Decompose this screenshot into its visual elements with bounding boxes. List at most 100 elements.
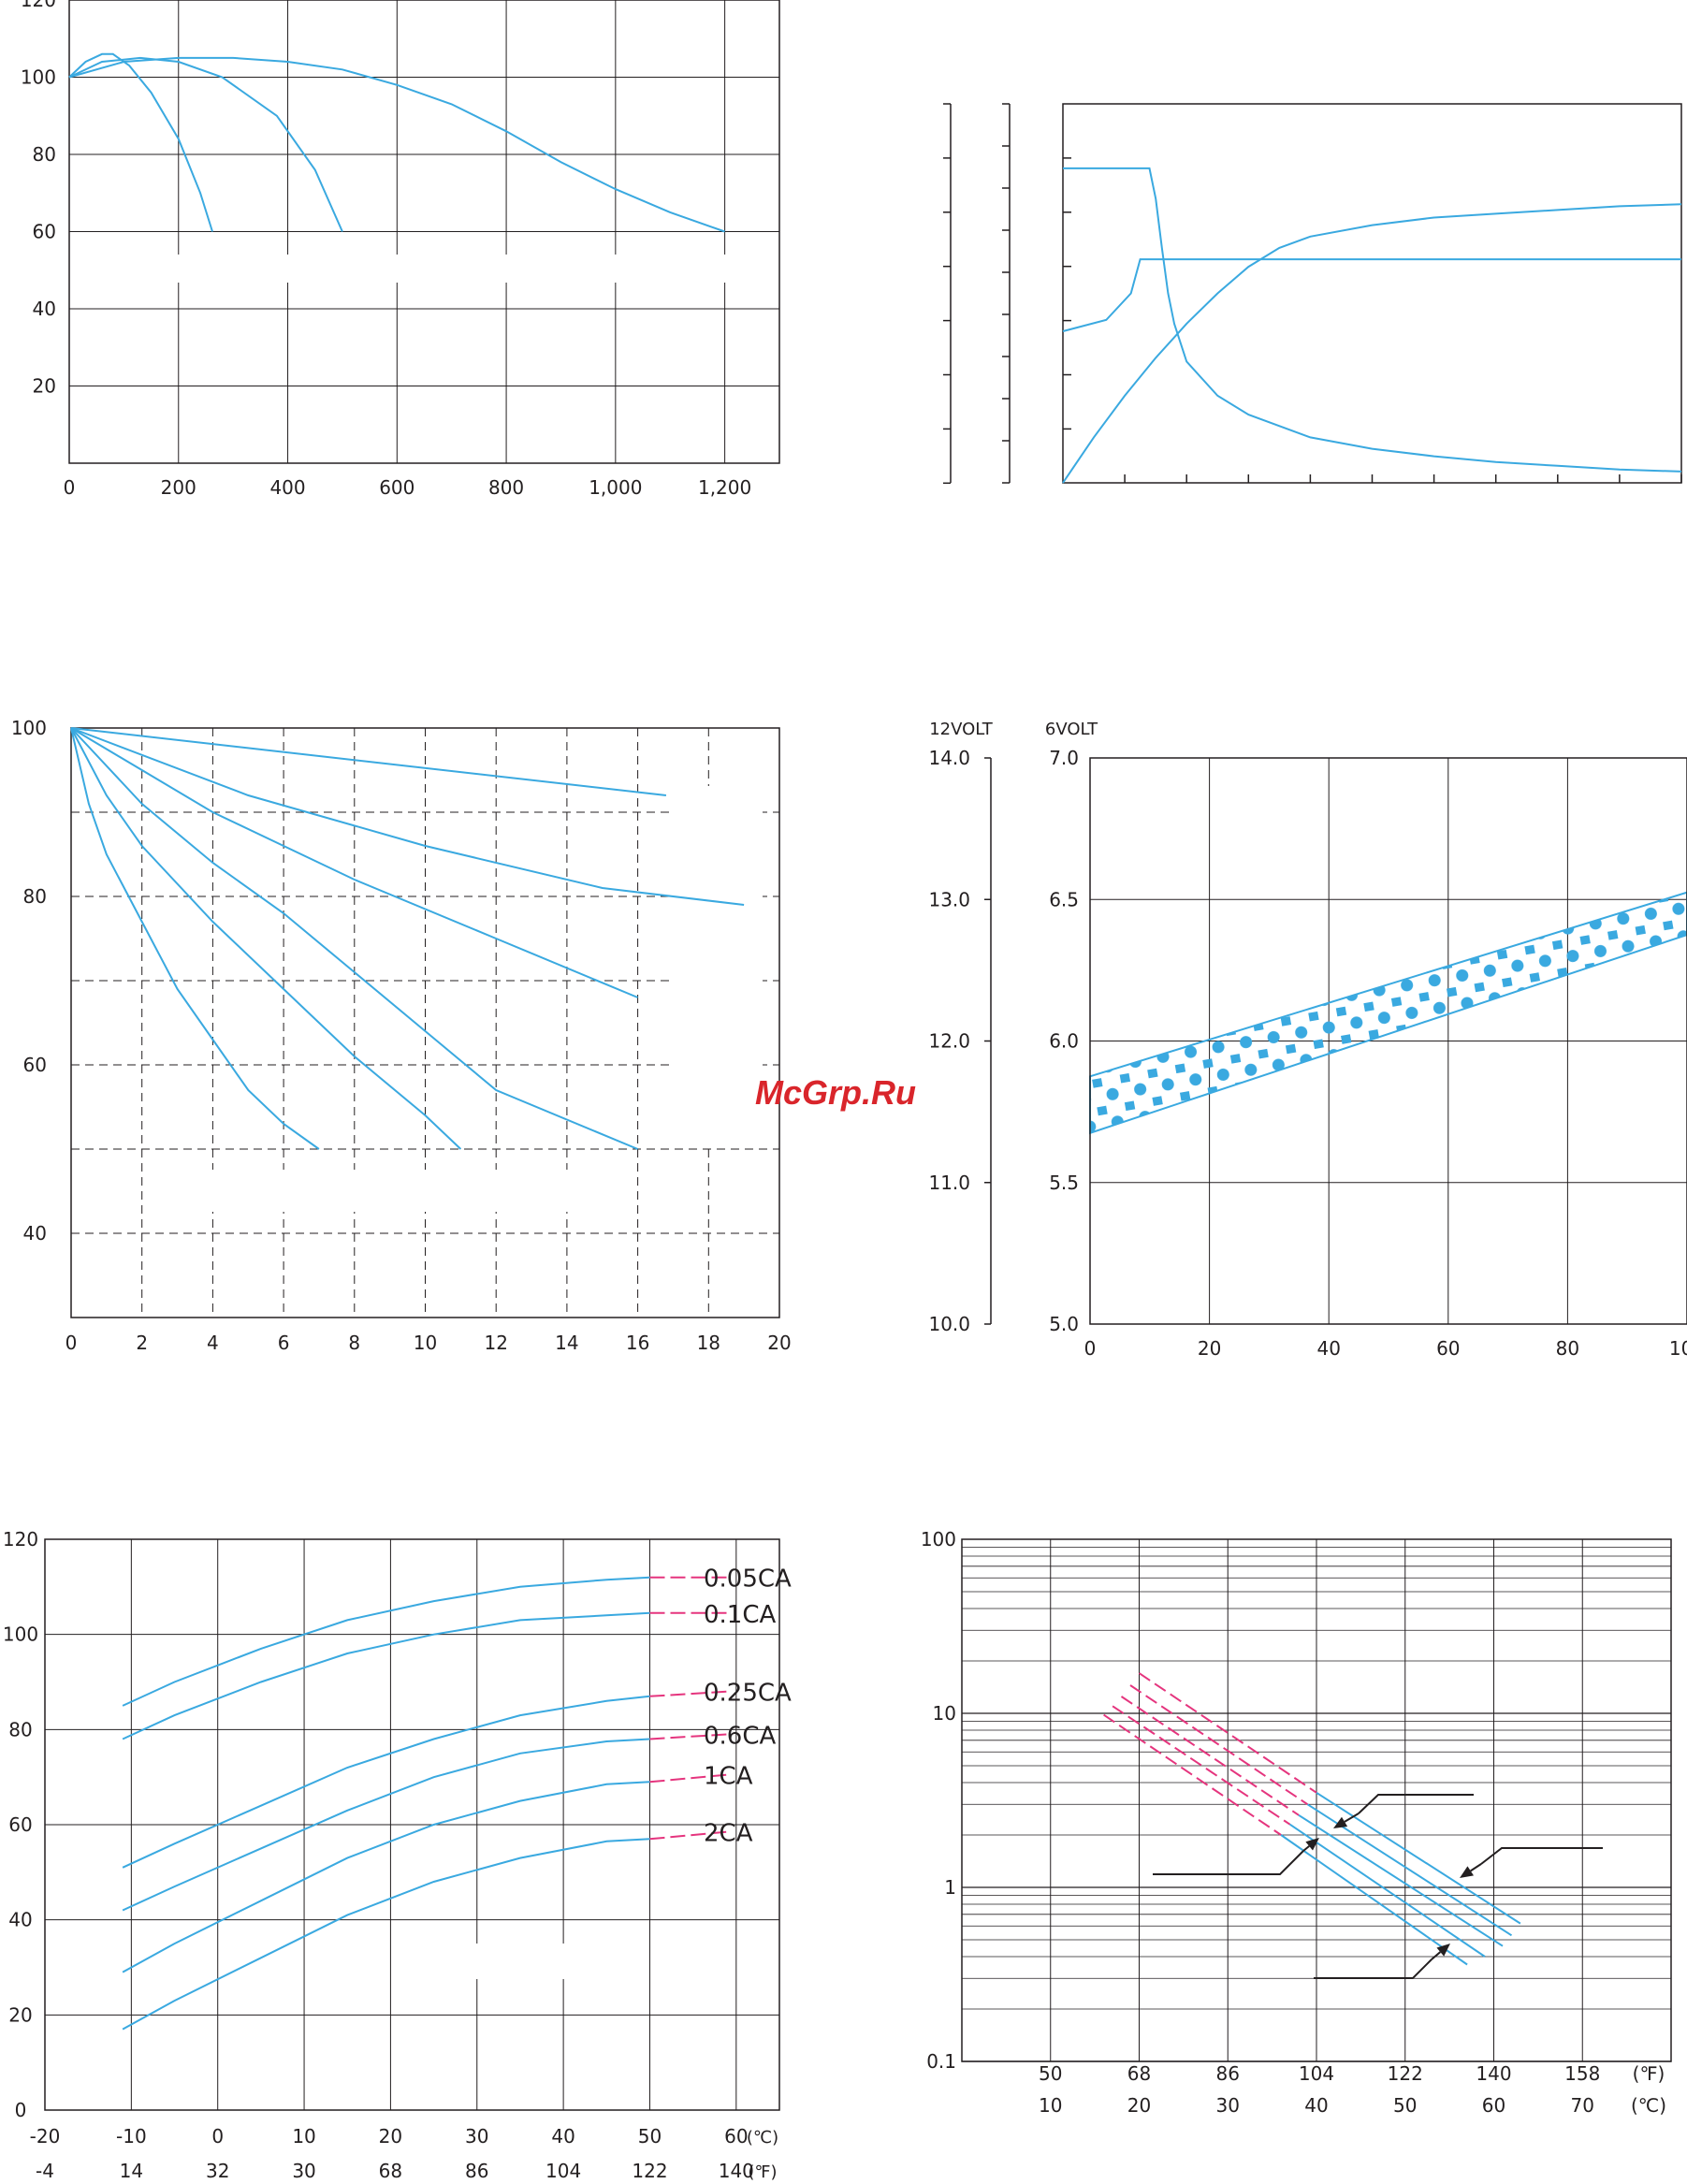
y2-tick-label: 6.5 — [1049, 888, 1079, 910]
series-line — [1062, 203, 1682, 484]
series-line — [68, 52, 213, 232]
x-tick-label-celsius: 50 — [1393, 2094, 1417, 2117]
annotation-leader — [1480, 1847, 1603, 1865]
x-unit-celsius: (℃) — [747, 2128, 778, 2148]
y-tick-label: 40 — [33, 298, 56, 320]
y-tick-label: 40 — [8, 1909, 32, 1931]
annotation-leader — [1344, 1813, 1360, 1823]
x-tick-label: 800 — [488, 476, 524, 499]
x-tick-label-celsius: 40 — [1304, 2094, 1328, 2117]
y-tick-label: 60 — [23, 1054, 47, 1076]
x-tick-label-celsius: 60 — [1482, 2094, 1505, 2117]
y-tick-label: 1 — [944, 1876, 956, 1899]
y-tick-label: 120 — [3, 1528, 38, 1551]
x-tick-label-celsius: -20 — [30, 2125, 61, 2148]
plot-frame — [1062, 103, 1682, 484]
y-tick-label: 10.0 — [928, 1313, 970, 1335]
y-tick-label: 40 — [23, 1222, 47, 1245]
y-left-axis-label: 12VOLT — [929, 720, 994, 739]
x-tick-label-celsius: 60 — [724, 2125, 748, 2148]
y2-tick-label: 5.5 — [1049, 1172, 1079, 1194]
y-tick-label: 14.0 — [928, 747, 970, 769]
x-tick-label: 18 — [697, 1332, 720, 1354]
y-tick-label: 13.0 — [928, 888, 970, 910]
label-gap — [669, 786, 763, 1146]
y-tick-label: 80 — [33, 143, 56, 166]
x-tick-label-fahrenheit: 86 — [1216, 2062, 1240, 2085]
x-tick-label: 60 — [1436, 1337, 1460, 1360]
arrow-head-icon — [1333, 1816, 1348, 1828]
y-tick-label: 100 — [11, 717, 47, 739]
series-line — [68, 56, 725, 233]
series-label: 2CA — [704, 1820, 753, 1848]
y-tick-label: 80 — [23, 885, 47, 908]
y2-tick-label: 7.0 — [1049, 747, 1079, 769]
chart-1: 0 200 400 600 800 1,000 1,200 20 40 60 80 100 120 — [21, 0, 780, 499]
x-tick-label: 6 — [278, 1332, 290, 1354]
voltage-band — [1089, 891, 1687, 1135]
x-tick-label: 600 — [379, 476, 414, 499]
x-tick-label-fahrenheit: 158 — [1564, 2062, 1600, 2085]
x-tick-label-fahrenheit: 30 — [292, 2160, 315, 2182]
x-tick-label-celsius: 10 — [292, 2125, 315, 2148]
watermark: McGrp.Ru — [755, 1073, 916, 1112]
y-tick-label: 11.0 — [928, 1172, 970, 1194]
x-tick-label-fahrenheit: 14 — [120, 2160, 143, 2182]
series-line — [1316, 1791, 1521, 1925]
series-line — [1298, 1813, 1504, 1947]
x-tick-label-celsius: 70 — [1571, 2094, 1594, 2117]
series-line — [122, 1576, 650, 1707]
series-line — [70, 727, 638, 998]
x-unit-fahrenheit: (℉) — [748, 2162, 777, 2182]
y-tick-label: 20 — [8, 2003, 32, 2026]
x-tick-label: 20 — [767, 1332, 791, 1354]
x-tick-label: 200 — [161, 476, 196, 499]
y-tick-label: 10 — [933, 1702, 956, 1725]
x-tick-label-fahrenheit: 140 — [719, 2160, 754, 2182]
x-tick-label-fahrenheit: 50 — [1039, 2062, 1062, 2085]
series-extension — [1138, 1672, 1317, 1794]
y-tick-label: 120 — [21, 0, 56, 11]
x-tick-label: 80 — [1556, 1337, 1579, 1360]
x-tick-label-fahrenheit: 86 — [465, 2160, 488, 2182]
annotation-leader — [1470, 1863, 1482, 1872]
y-tick-label: 20 — [33, 375, 56, 398]
series-line — [122, 1781, 650, 1973]
x-tick-label: 0 — [65, 1332, 78, 1354]
series-line — [1289, 1823, 1486, 1958]
x-tick-label: 0 — [64, 476, 76, 499]
series-line — [122, 1738, 650, 1912]
series-extension — [649, 1733, 728, 1740]
x-tick-label-celsius: 20 — [379, 2125, 402, 2148]
label-gap — [198, 1170, 568, 1212]
y-tick-label: 100 — [21, 66, 56, 89]
y2-tick-label: 6.0 — [1049, 1030, 1079, 1053]
plot-frame — [68, 0, 780, 464]
arrow-head-icon — [1436, 1944, 1450, 1957]
x-tick-label: 100 — [1669, 1337, 1687, 1360]
arrow-head-icon — [1460, 1866, 1475, 1878]
x-tick-label-celsius: 0 — [211, 2125, 224, 2148]
x-tick-label-fahrenheit: 32 — [206, 2160, 229, 2182]
x-tick-label: 20 — [1198, 1337, 1221, 1360]
plot-frame — [44, 1538, 780, 2111]
x-tick-label: 8 — [348, 1332, 360, 1354]
x-tick-label: 10 — [414, 1332, 437, 1354]
series-extension — [649, 1690, 728, 1697]
annotation-leader — [1302, 1845, 1310, 1852]
series-line — [1063, 167, 1682, 473]
label-gap — [140, 255, 777, 283]
x-tick-label-celsius: 40 — [551, 2125, 574, 2148]
x-tick-label-celsius: -10 — [116, 2125, 147, 2148]
x-tick-label: 2 — [136, 1332, 148, 1354]
series-line — [70, 727, 462, 1150]
series-line — [70, 727, 638, 1150]
series-label: 1CA — [704, 1763, 753, 1791]
y-tick-label: 100 — [921, 1528, 956, 1551]
x-tick-label: 40 — [1316, 1337, 1340, 1360]
x-tick-label-fahrenheit: -4 — [36, 2160, 54, 2182]
arrow-head-icon — [1305, 1838, 1319, 1851]
y-tick-label: 80 — [8, 1718, 32, 1740]
series-line — [122, 1838, 650, 2031]
label-gap — [440, 1944, 627, 1979]
